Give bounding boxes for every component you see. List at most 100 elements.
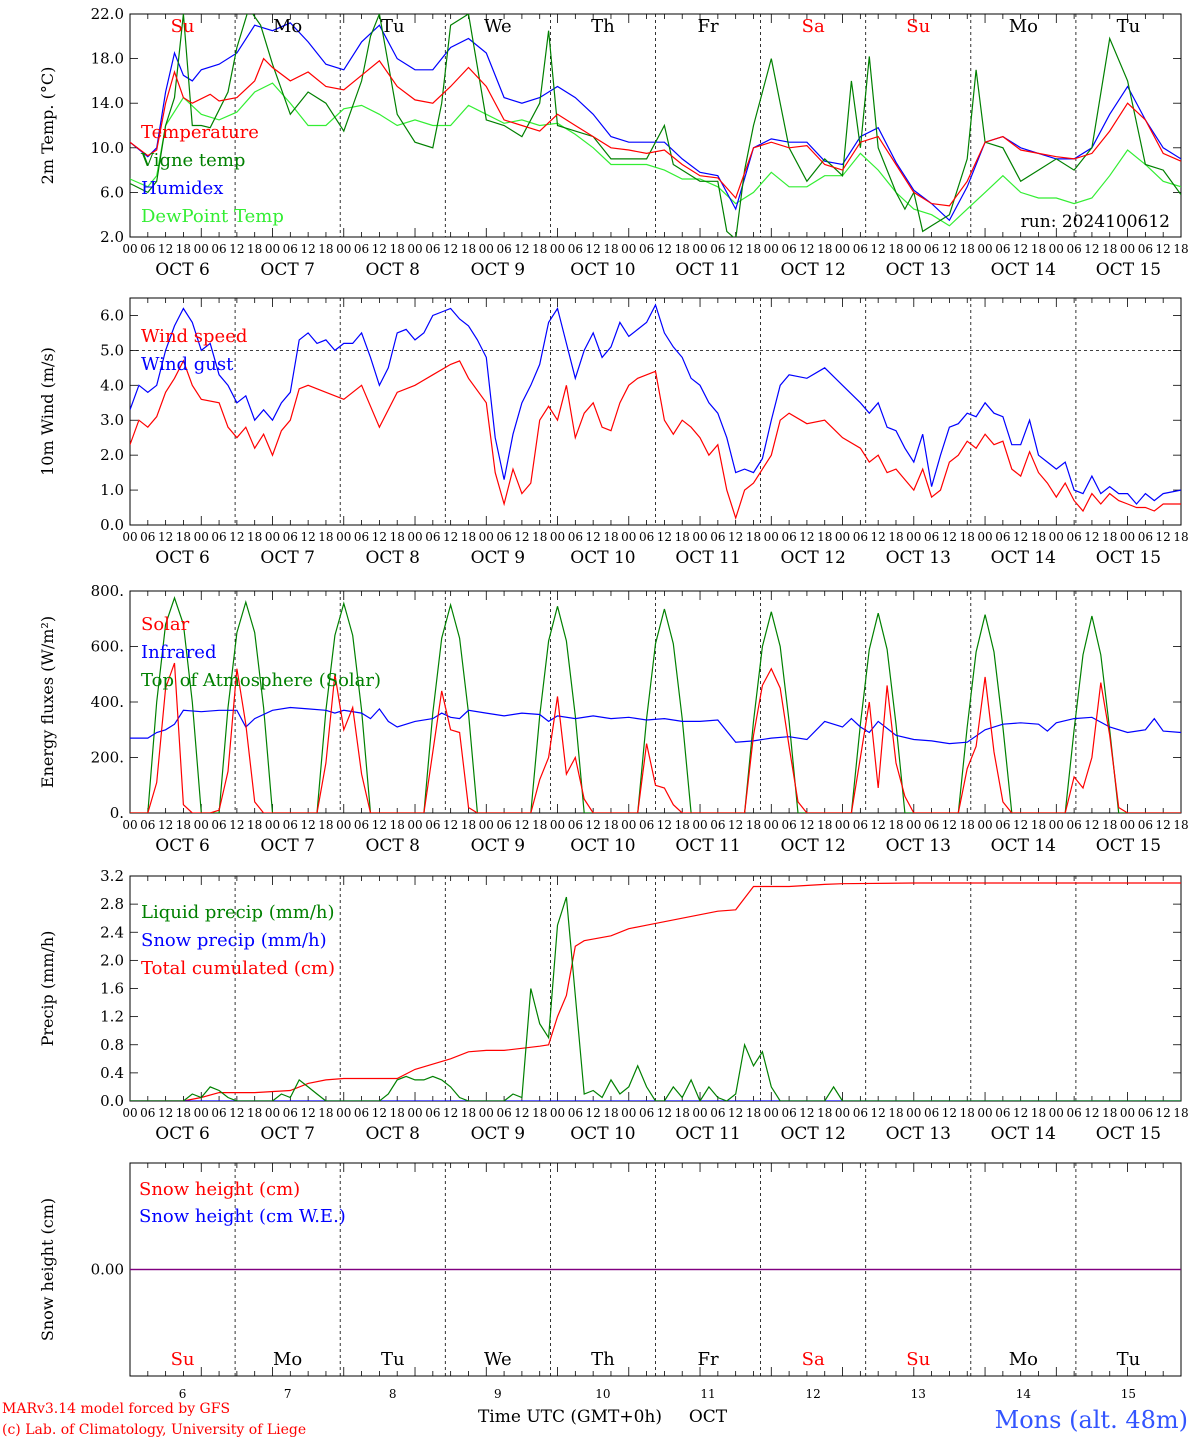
hour-tick-label: 00 — [265, 1106, 280, 1120]
date-label: OCT 14 — [991, 260, 1056, 280]
hour-tick-label: 12 — [942, 530, 957, 544]
hour-tick-label: 00 — [122, 242, 137, 256]
hour-tick-label: 06 — [995, 242, 1010, 256]
y-tick-label: 4.0 — [100, 376, 124, 394]
weekday-label: Tu — [381, 1349, 405, 1370]
day-number-label: 12 — [806, 1387, 821, 1401]
hour-tick-label: 06 — [283, 530, 298, 544]
hour-tick-label: 00 — [336, 242, 351, 256]
hour-tick-label: 00 — [764, 1106, 779, 1120]
series-wind-speed — [130, 359, 1181, 520]
day-number-label: 15 — [1121, 1387, 1136, 1401]
location-label: Mons (alt. 48m) — [995, 1406, 1188, 1434]
hour-tick-label: 12 — [942, 818, 957, 832]
hour-tick-label: 12 — [871, 1106, 886, 1120]
hour-tick-label: 12 — [300, 1106, 315, 1120]
hour-tick-label: 06 — [639, 242, 654, 256]
hour-tick-label: 12 — [372, 818, 387, 832]
hour-tick-label: 12 — [728, 1106, 743, 1120]
series-vigne-temp — [130, 14, 1181, 237]
hour-tick-label: 18 — [318, 530, 333, 544]
hour-tick-label: 00 — [692, 1106, 707, 1120]
day-number-label: 11 — [700, 1387, 715, 1401]
hour-tick-label: 00 — [1120, 1106, 1135, 1120]
hour-tick-label: 12 — [229, 242, 244, 256]
hour-tick-label: 18 — [390, 242, 405, 256]
panel-precip: 0.0 0.4 0.8 1.2 1.6 2.0 2.4 2.8 3.2 Precip (mm/h)… — [38, 867, 1189, 1144]
hour-tick-label: 12 — [1156, 818, 1171, 832]
hour-tick-label: 06 — [995, 818, 1010, 832]
hour-tick-label: 18 — [1102, 530, 1117, 544]
hour-tick-label: 18 — [746, 530, 761, 544]
date-label: OCT 11 — [675, 548, 740, 568]
hour-tick-label: 00 — [1049, 242, 1064, 256]
hour-tick-label: 06 — [710, 1106, 725, 1120]
y-tick-label: 2.4 — [100, 923, 124, 941]
series-dewpoint-temp — [130, 82, 1181, 227]
y-tick-label: 600. — [91, 638, 124, 656]
y-tick-label: 0. — [110, 804, 124, 822]
hour-tick-label: 18 — [603, 242, 618, 256]
hour-tick-label: 00 — [122, 818, 137, 832]
legend: Temperature Vigne temp Humidex DewPoint Tem… — [140, 122, 284, 227]
hour-tick-label: 18 — [746, 1106, 761, 1120]
hour-tick-label: 06 — [639, 818, 654, 832]
y-axis: 0.0 1.0 2.0 3.0 4.0 5.0 6.0 — [100, 306, 1181, 534]
hour-tick-label: 12 — [586, 530, 601, 544]
hour-tick-label: 12 — [586, 242, 601, 256]
hour-tick-label: 06 — [496, 1106, 511, 1120]
hour-tick-label: 06 — [710, 242, 725, 256]
date-label: OCT 15 — [1096, 1124, 1161, 1144]
y-axis-label: Snow height (cm) — [38, 1198, 57, 1341]
hour-tick-label: 12 — [799, 530, 814, 544]
legend: Wind speed Wind gust — [141, 326, 247, 375]
hour-tick-label: 12 — [443, 818, 458, 832]
hour-tick-label: 06 — [496, 530, 511, 544]
hour-tick-label: 06 — [211, 1106, 226, 1120]
weekday-labels: Su Mo Tu We Th Fr Sa Su Mo Tu — [171, 1349, 1141, 1370]
hour-tick-label: 06 — [211, 242, 226, 256]
hour-tick-label: 00 — [265, 818, 280, 832]
hour-tick-label: 12 — [942, 242, 957, 256]
hour-tick-label: 06 — [354, 818, 369, 832]
hour-tick-label: 18 — [960, 530, 975, 544]
hour-tick-label: 12 — [300, 242, 315, 256]
series-group — [130, 882, 1181, 1101]
hour-tick-label: 06 — [496, 242, 511, 256]
hour-tick-label: 00 — [977, 530, 992, 544]
hour-tick-label: 18 — [176, 242, 191, 256]
hour-tick-label: 00 — [479, 818, 494, 832]
series-group — [130, 14, 1181, 237]
hour-tick-label: 06 — [568, 242, 583, 256]
series-infrared — [130, 706, 1181, 745]
hour-tick-label: 18 — [1173, 242, 1188, 256]
footer: MARv3.14 model forced by GFS (c) Lab. of… — [2, 1401, 1188, 1438]
hour-tick-label: 06 — [1066, 818, 1081, 832]
hour-tick-label: 18 — [675, 242, 690, 256]
y-tick-label: 800. — [91, 582, 124, 600]
series-wind-gust — [130, 303, 1181, 505]
hour-tick-label: 12 — [158, 818, 173, 832]
date-label: OCT 9 — [471, 548, 526, 568]
date-label: OCT 7 — [260, 1124, 315, 1144]
hour-tick-label: 18 — [461, 530, 476, 544]
hour-tick-label: 12 — [372, 1106, 387, 1120]
hour-tick-label: 18 — [176, 818, 191, 832]
day-number-labels: 6 7 8 9 10 11 12 13 14 15 — [179, 1387, 1136, 1401]
hour-tick-label: 18 — [817, 818, 832, 832]
hour-tick-label: 12 — [1013, 242, 1028, 256]
weekday-label: We — [484, 16, 512, 37]
hour-tick-label: 12 — [728, 530, 743, 544]
hour-tick-label: 12 — [300, 818, 315, 832]
hour-tick-label: 06 — [140, 818, 155, 832]
hour-tick-label: 06 — [1066, 530, 1081, 544]
hour-tick-label: 06 — [425, 818, 440, 832]
hour-tick-label: 18 — [960, 242, 975, 256]
hour-tick-label: 18 — [1173, 818, 1188, 832]
hour-tick-label: 18 — [817, 530, 832, 544]
weekday-label: Su — [171, 16, 195, 37]
hour-tick-label: 18 — [1102, 242, 1117, 256]
hour-tick-label: 00 — [835, 530, 850, 544]
hour-tick-label: 00 — [336, 530, 351, 544]
